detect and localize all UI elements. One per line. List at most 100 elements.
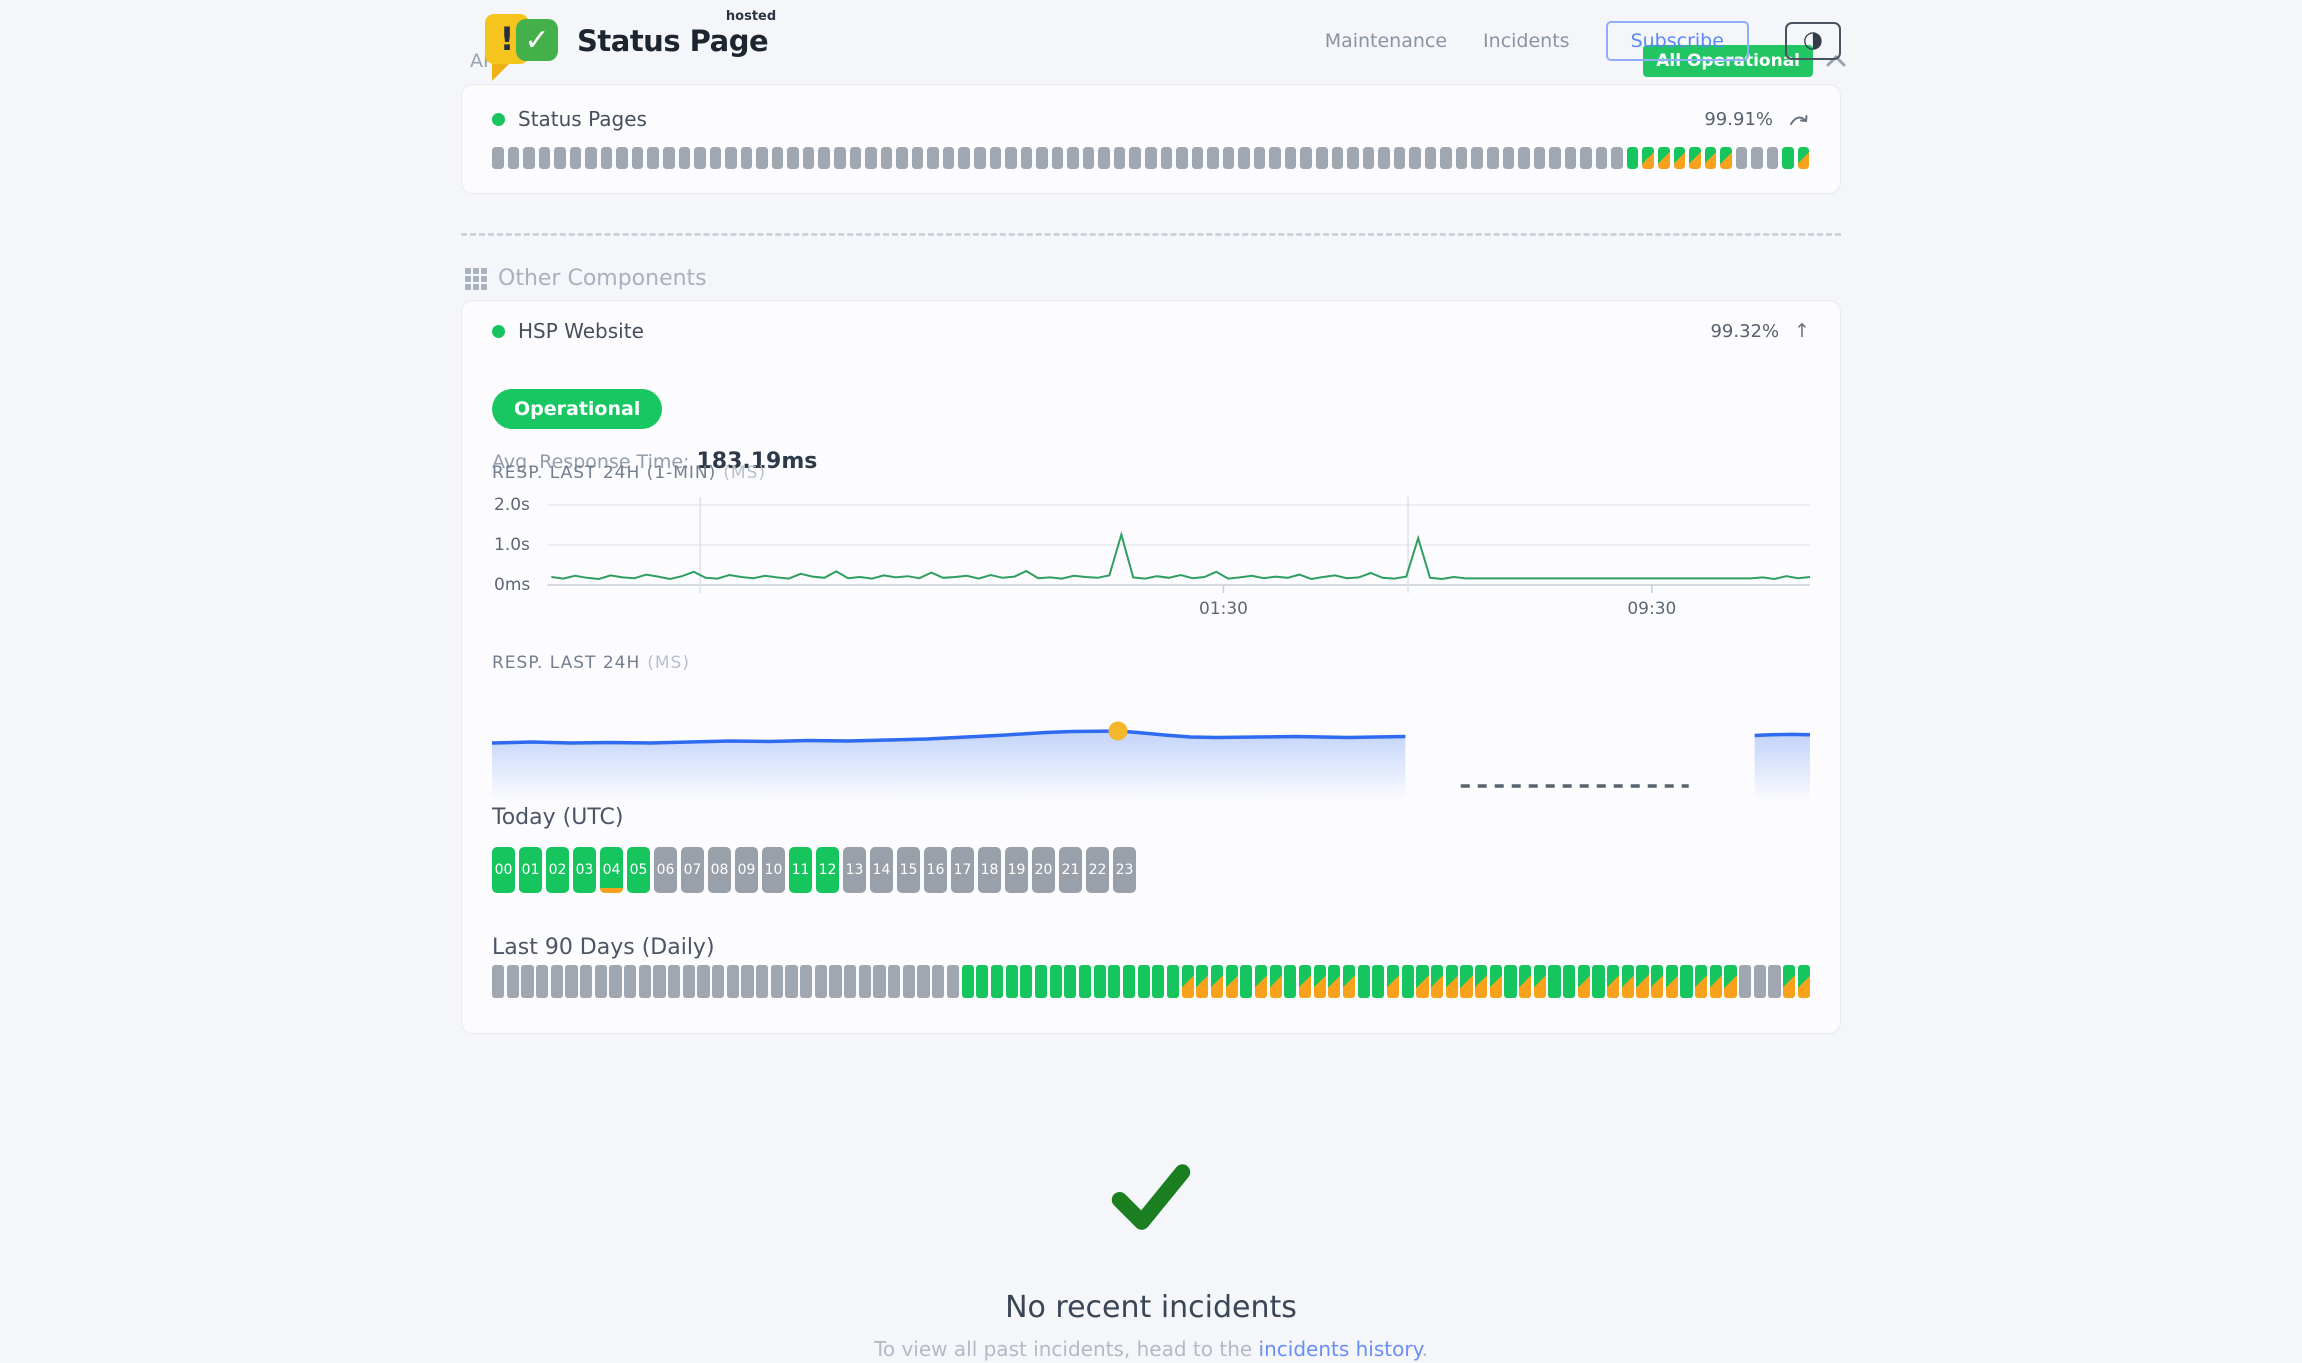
daily-uptime-cell xyxy=(1210,965,1224,998)
daily-uptime-cell xyxy=(1284,965,1297,998)
daily-uptime-cell xyxy=(756,965,769,998)
uptime-cell xyxy=(771,147,784,169)
hour-cell-08: 08 xyxy=(708,847,731,893)
uptime-cell xyxy=(1176,147,1188,169)
hour-cell-label: 14 xyxy=(872,862,891,878)
uptime-cell xyxy=(585,147,597,169)
daily-uptime-cell xyxy=(1357,965,1370,998)
daily-uptime-cell xyxy=(1166,965,1180,998)
daily-uptime-cell xyxy=(1034,965,1048,998)
hour-cell-label: 23 xyxy=(1115,862,1134,878)
daily-uptime-cell xyxy=(1137,965,1150,998)
avg-response-label: Avg. Response Time: xyxy=(492,451,690,473)
avg-response-value: 183.19ms xyxy=(696,449,818,474)
uptime-cell xyxy=(1222,147,1235,169)
hour-cell-label: 22 xyxy=(1088,862,1107,878)
uptime-cell xyxy=(1642,147,1655,169)
hour-cell-label: 08 xyxy=(710,862,729,878)
theme-toggle-button[interactable]: ◑ xyxy=(1784,22,1841,60)
hour-cell-label: 12 xyxy=(818,862,837,878)
chart-marker-dot[interactable] xyxy=(1108,721,1128,741)
uptime-cell xyxy=(1005,147,1017,169)
resp-1min-xlabels: 01:30 09:30 xyxy=(492,599,1810,625)
big-checkmark-icon xyxy=(1111,1164,1191,1230)
component-name: HSP Website xyxy=(518,319,644,343)
daily-uptime-cell xyxy=(976,965,989,998)
daily-uptime-cell xyxy=(1078,965,1092,998)
uptime-cell xyxy=(1300,147,1312,169)
uptime-cell xyxy=(927,147,939,169)
nav-incidents[interactable]: Incidents xyxy=(1483,30,1570,52)
uptime-cell xyxy=(1471,147,1483,169)
uptime-cell xyxy=(865,147,877,169)
uptime-cell xyxy=(1269,147,1281,169)
daily-uptime-cell xyxy=(594,965,607,998)
hour-cell-04: 04 xyxy=(600,847,623,893)
hour-cell-06: 06 xyxy=(654,847,677,893)
uptime-cell xyxy=(616,147,628,169)
uptime-cell xyxy=(787,147,799,169)
daily-uptime-cell xyxy=(800,965,813,998)
daily-uptime-cell xyxy=(1049,965,1062,998)
daily-uptime-cell xyxy=(638,965,651,998)
uptime-cell xyxy=(647,147,660,169)
trend-arrow-icon[interactable] xyxy=(1788,112,1810,127)
daily-uptime-cell xyxy=(873,965,886,998)
hour-cell-label: 15 xyxy=(899,862,918,878)
hour-cell-label: 01 xyxy=(521,862,540,878)
hour-cell-10: 10 xyxy=(762,847,785,893)
uptime-cell xyxy=(1067,147,1079,169)
daily-uptime-cell xyxy=(1504,965,1517,998)
daily-uptime-cell xyxy=(1563,965,1576,998)
operational-badge: Operational xyxy=(492,389,663,429)
hour-cell-18: 18 xyxy=(978,847,1001,893)
uptime-cell xyxy=(1284,147,1297,169)
brand-logo-icon: ! ✓ xyxy=(485,12,561,81)
daily-uptime-cell xyxy=(1709,965,1722,998)
component-row[interactable]: HSP Website 99.32% ↑ xyxy=(492,319,1810,343)
daily-uptime-cell xyxy=(902,965,915,998)
daily-uptime-cell xyxy=(844,965,857,998)
website-component-card: HSP Website 99.32% ↑ Operational Avg. Re… xyxy=(461,300,1841,1034)
uptime-cell xyxy=(1658,147,1670,169)
hour-cell-label: 04 xyxy=(602,862,621,878)
daily-uptime-cell xyxy=(946,965,959,998)
daily-uptime-cell xyxy=(961,965,974,998)
uptime-cell xyxy=(631,147,644,169)
all-operational-badge[interactable]: All Operational xyxy=(1643,45,1813,77)
hour-cell-01: 01 xyxy=(519,847,542,893)
hour-cell-label: 16 xyxy=(926,862,945,878)
hour-cell-09: 09 xyxy=(735,847,758,893)
subscribe-button[interactable]: Subscribe xyxy=(1605,21,1749,61)
nav-maintenance[interactable]: Maintenance xyxy=(1324,30,1448,52)
daily-uptime-cell xyxy=(536,965,549,998)
daily-uptime-cell xyxy=(1122,965,1136,998)
daily-uptime-cell xyxy=(1636,965,1649,998)
uptime-cell xyxy=(554,147,566,169)
hour-cell-05: 05 xyxy=(627,847,650,893)
component-name: Status Pages xyxy=(518,107,647,131)
uptime-cell xyxy=(973,147,986,169)
daily-uptime-cell xyxy=(1108,965,1121,998)
uptime-cell xyxy=(1036,147,1048,169)
uptime-cell xyxy=(1487,147,1499,169)
uptime-cell xyxy=(1704,147,1717,169)
daily-uptime-cell xyxy=(1386,965,1400,998)
api-uptime-strip xyxy=(492,147,1810,169)
daily-uptime-cell xyxy=(1651,965,1664,998)
collapse-arrow-icon[interactable]: ↑ xyxy=(1794,320,1810,342)
y-tick-2s: 2.0s xyxy=(494,495,530,515)
uptime-cell xyxy=(1362,147,1375,169)
incidents-history-link[interactable]: incidents history xyxy=(1258,1337,1422,1361)
component-row[interactable]: Status Pages 99.91% xyxy=(492,107,1810,131)
brand-logo[interactable]: ! ✓ Status Page hosted xyxy=(485,9,776,81)
uptime-cell xyxy=(663,147,675,169)
daily-uptime-cell xyxy=(726,965,739,998)
resp-1min-chart: 2.0s 1.0s 0ms xyxy=(492,495,1810,595)
component-meta: 99.91% xyxy=(1704,109,1810,130)
uptime-cell xyxy=(709,147,722,169)
hour-cell-label: 05 xyxy=(629,862,648,878)
daily-uptime-cell xyxy=(653,965,666,998)
uptime-cell xyxy=(1689,147,1701,169)
uptime-cell xyxy=(1207,147,1219,169)
